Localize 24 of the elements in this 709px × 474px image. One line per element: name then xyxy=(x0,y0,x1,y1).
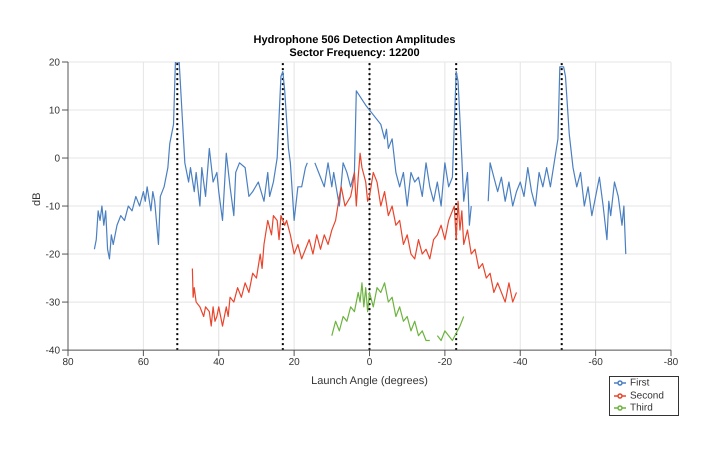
x-tick-label: 80 xyxy=(62,357,74,368)
y-tick-label: -30 xyxy=(46,298,60,309)
legend-label: Second xyxy=(630,390,664,402)
chart-title: Hydrophone 506 Detection Amplitudes xyxy=(252,34,456,47)
x-axis-title: Launch Angle (degrees) xyxy=(311,375,428,388)
y-tick-label: 10 xyxy=(48,106,60,117)
x-tick-label: -80 xyxy=(664,357,679,368)
x-tick-label: 20 xyxy=(288,357,300,368)
y-tick-label: -10 xyxy=(46,202,60,213)
chart-subtitle: Sector Frequency: 12200 xyxy=(289,47,420,59)
x-tick-label: 60 xyxy=(138,357,150,368)
x-tick-label: -20 xyxy=(438,357,453,368)
x-tick-label: 0 xyxy=(366,357,373,368)
x-tick-label: -40 xyxy=(513,357,528,368)
y-tick-label: -40 xyxy=(46,346,60,357)
legend-label: Third xyxy=(630,402,653,414)
legend-label: First xyxy=(630,378,650,389)
y-tick-label: -20 xyxy=(46,250,60,261)
y-axis-title: dB xyxy=(30,192,43,206)
line-series xyxy=(192,152,518,327)
x-tick-label: -60 xyxy=(588,357,604,368)
x-tick-label: 40 xyxy=(213,357,225,368)
y-tick-label: 20 xyxy=(48,58,60,69)
y-tick-label: 0 xyxy=(54,154,60,165)
